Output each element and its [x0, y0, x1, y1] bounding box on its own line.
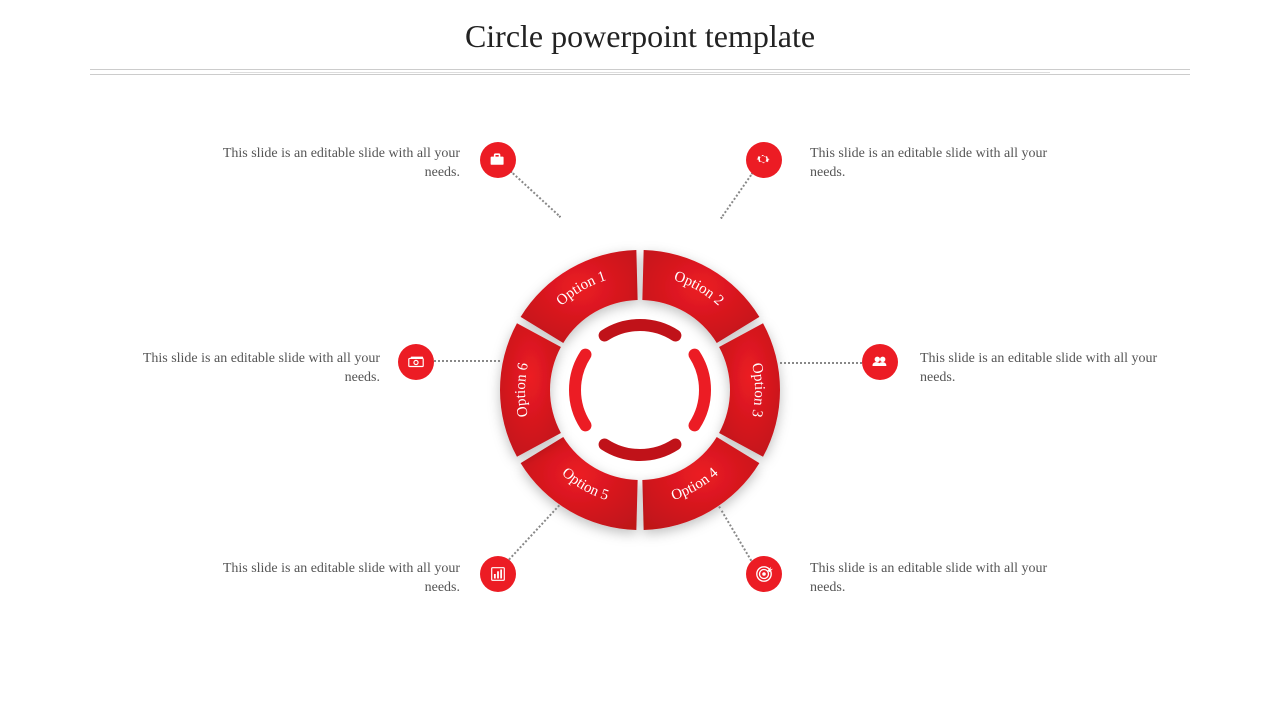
page-title: Circle powerpoint template [0, 0, 1280, 55]
connector-3 [780, 362, 862, 364]
caption-6: This slide is an editable slide with all… [120, 350, 380, 388]
caption-2: This slide is an editable slide with all… [810, 145, 1070, 183]
circle-wheel: Option 1Option 2Option 3Option 4Option 5… [480, 230, 800, 550]
connector-1 [510, 171, 561, 218]
caption-1: This slide is an editable slide with all… [200, 145, 460, 183]
wheel-segment-6 [500, 323, 561, 457]
diagram-stage: Option 1Option 2Option 3Option 4Option 5… [0, 100, 1280, 660]
title-rule [90, 69, 1190, 75]
chart-icon [480, 556, 516, 592]
target-icon [746, 556, 782, 592]
caption-3: This slide is an editable slide with all… [920, 350, 1180, 388]
users-icon [862, 344, 898, 380]
money-icon [398, 344, 434, 380]
caption-4: This slide is an editable slide with all… [810, 560, 1070, 598]
wheel-segment-3 [719, 323, 780, 457]
briefcase-icon [480, 142, 516, 178]
connector-2 [720, 172, 754, 219]
connector-6 [434, 360, 500, 362]
gear-icon [746, 142, 782, 178]
title-rule-inner [230, 72, 1050, 73]
caption-5: This slide is an editable slide with all… [200, 560, 460, 598]
